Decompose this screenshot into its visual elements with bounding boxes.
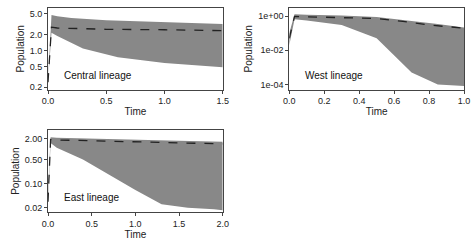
svg-text:1.0: 1.0 (30, 46, 43, 56)
svg-text:Population: Population (15, 25, 26, 72)
svg-text:0.10: 0.10 (25, 179, 43, 189)
svg-text:0.0: 0.0 (42, 219, 55, 229)
svg-text:0.8: 0.8 (423, 96, 436, 106)
svg-text:1e-02: 1e-02 (260, 45, 283, 55)
svg-text:0.0: 0.0 (42, 96, 55, 106)
svg-text:2.00: 2.00 (25, 134, 43, 144)
svg-text:0.4: 0.4 (353, 96, 366, 106)
svg-text:Population: Population (243, 25, 254, 72)
svg-text:0.6: 0.6 (388, 96, 401, 106)
svg-text:0.5: 0.5 (30, 62, 43, 72)
svg-text:0.2: 0.2 (30, 82, 43, 92)
svg-text:0.0: 0.0 (283, 96, 296, 106)
svg-text:1.5: 1.5 (216, 96, 229, 106)
svg-text:Time: Time (124, 229, 146, 240)
svg-text:1e-04: 1e-04 (260, 80, 283, 90)
svg-text:Time: Time (124, 106, 146, 117)
svg-text:0.50: 0.50 (25, 155, 43, 165)
svg-text:Population: Population (10, 148, 21, 195)
svg-text:0.02: 0.02 (25, 203, 43, 213)
svg-text:West lineage: West lineage (305, 70, 363, 81)
svg-text:0.2: 0.2 (318, 96, 331, 106)
svg-text:Time: Time (366, 106, 388, 117)
svg-text:0.5: 0.5 (100, 96, 113, 106)
svg-text:2.0: 2.0 (30, 30, 43, 40)
svg-text:1.5: 1.5 (173, 219, 186, 229)
svg-text:1.0: 1.0 (158, 96, 171, 106)
svg-text:0.5: 0.5 (85, 219, 98, 229)
svg-text:1e+00: 1e+00 (258, 11, 283, 21)
svg-text:East lineage: East lineage (64, 192, 119, 203)
svg-text:1.0: 1.0 (129, 219, 142, 229)
svg-text:1.0: 1.0 (458, 96, 471, 106)
svg-text:5.0: 5.0 (30, 9, 43, 19)
svg-text:Central lineage: Central lineage (64, 70, 132, 81)
svg-text:2.0: 2.0 (216, 219, 229, 229)
